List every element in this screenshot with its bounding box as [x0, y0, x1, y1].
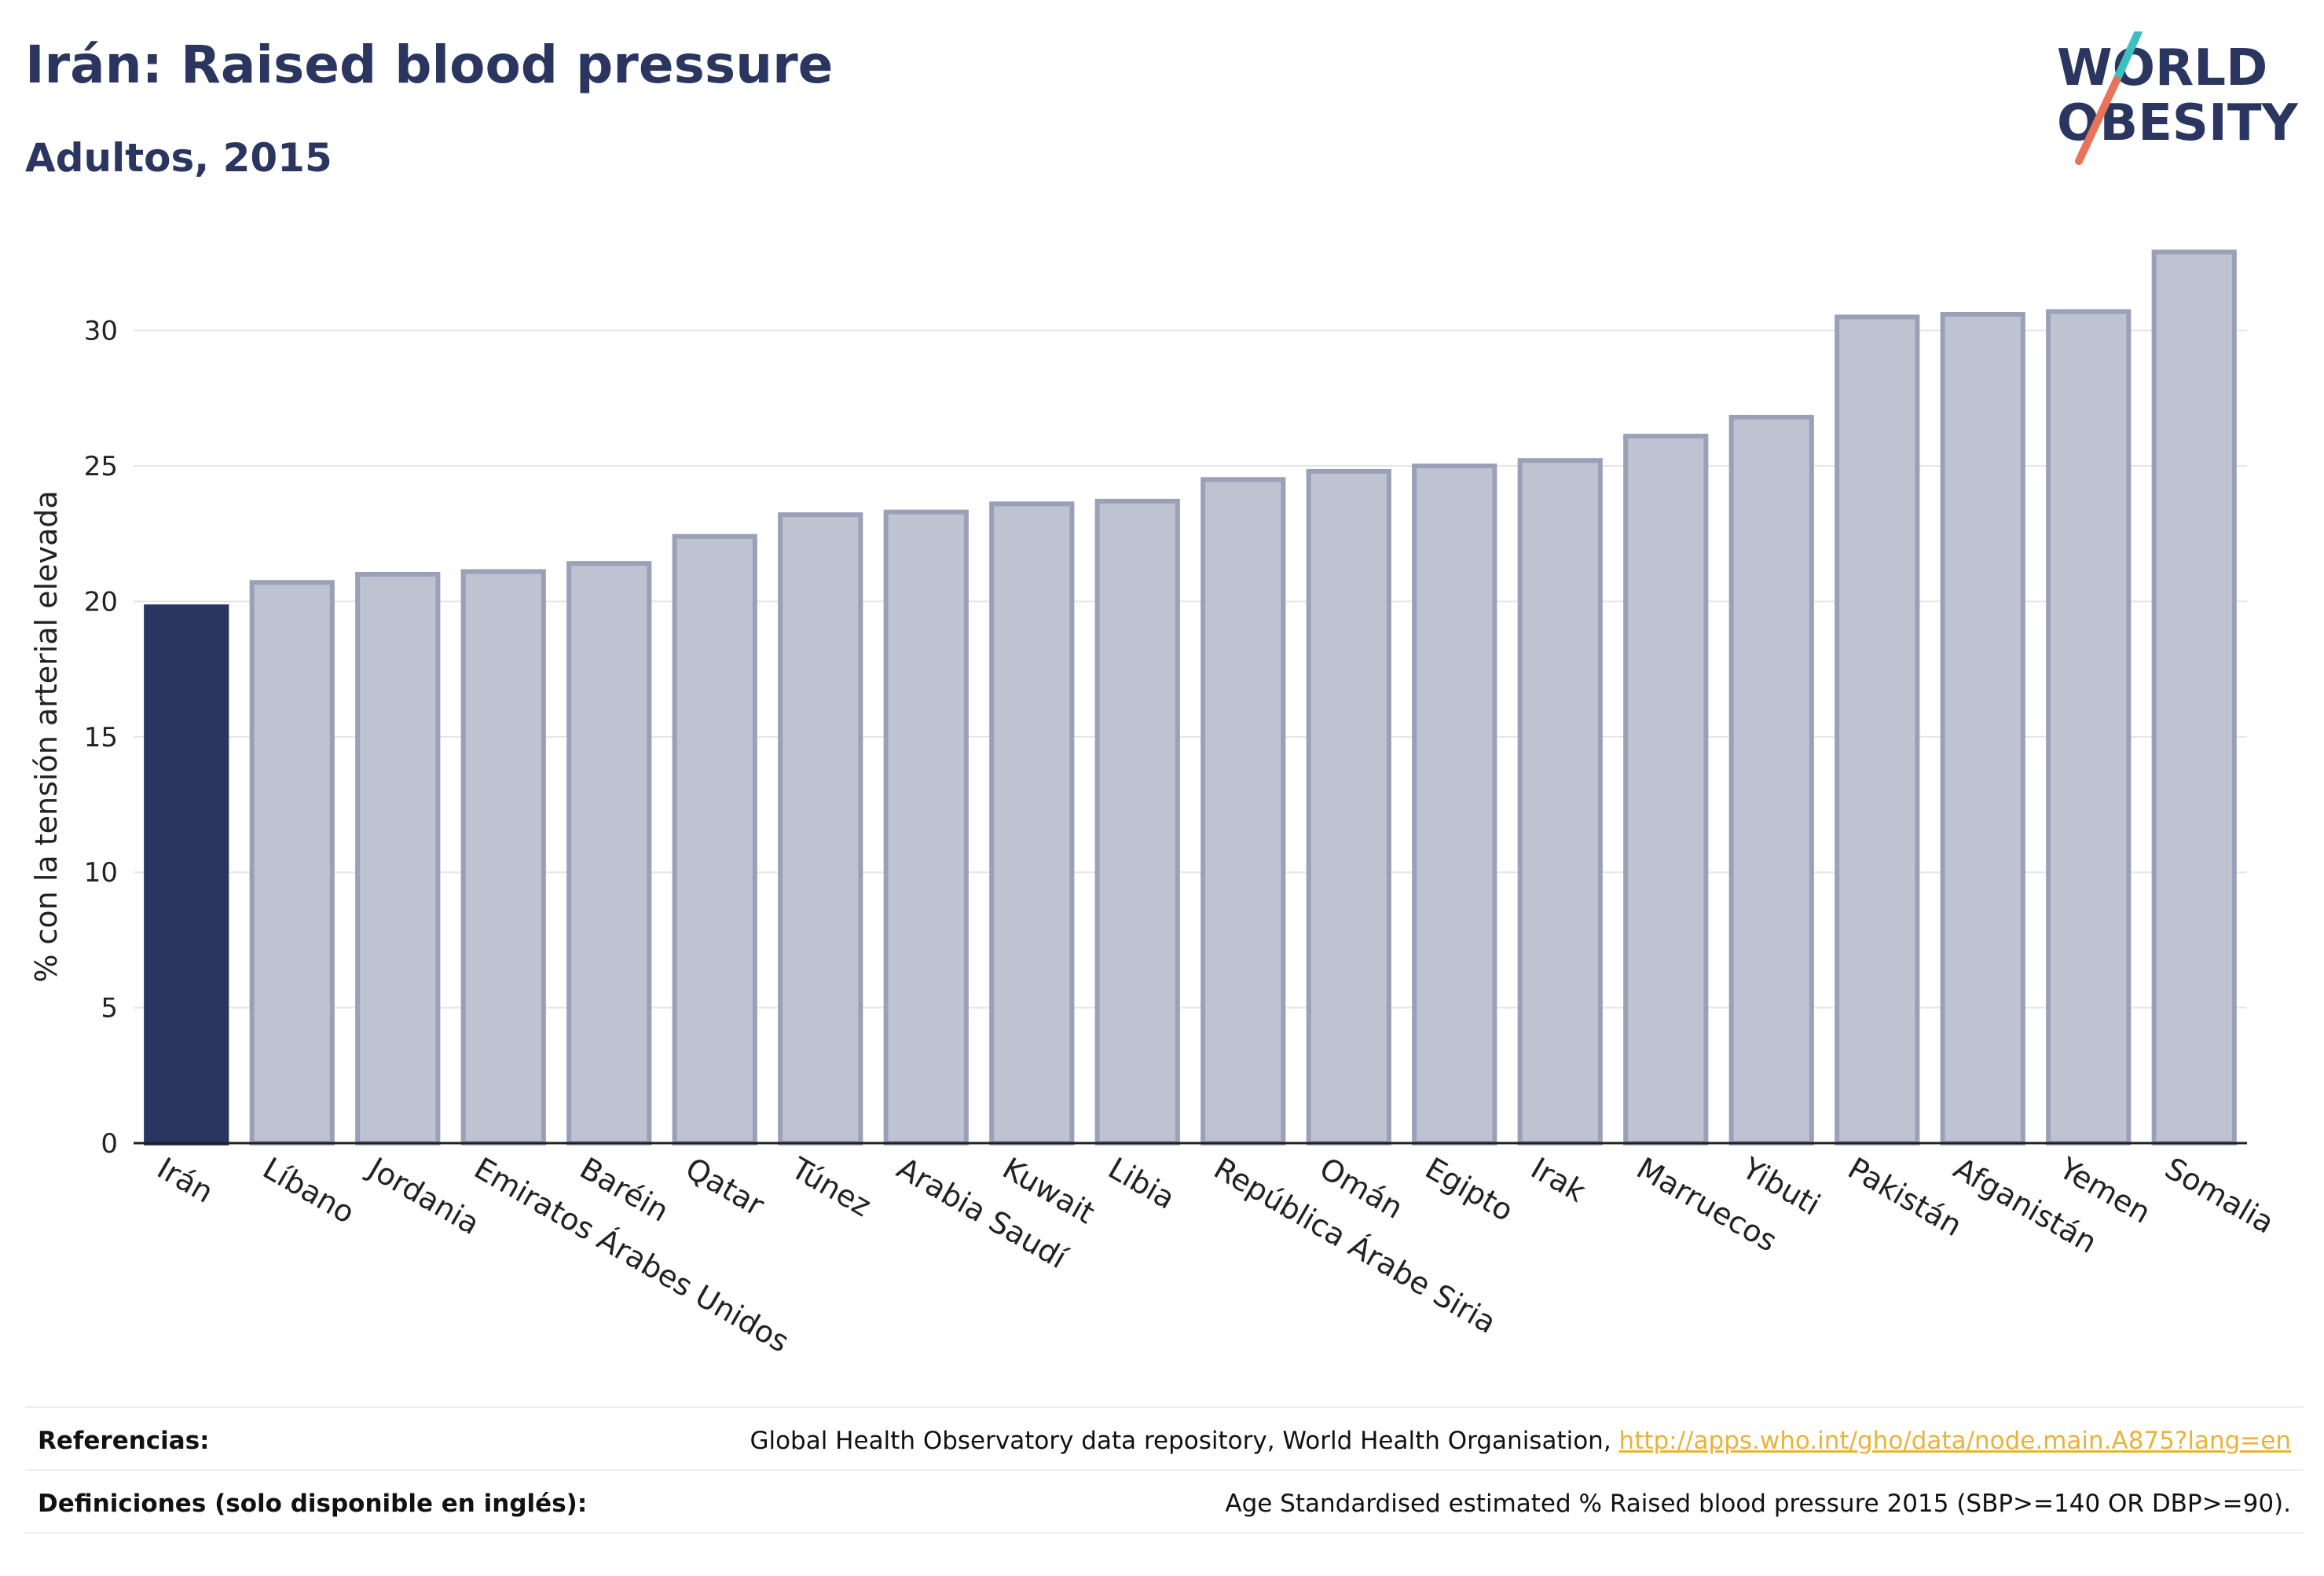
y-tick-label: 25: [84, 451, 118, 482]
y-tick-label: 10: [84, 857, 118, 889]
references-label: Referencias:: [38, 1427, 210, 1455]
references-link[interactable]: http://apps.who.int/gho/data/node.main.A…: [1618, 1427, 2291, 1455]
x-category-label: Irán: [152, 1151, 219, 1210]
bar-17: [1940, 311, 2025, 1145]
bar-8: [989, 501, 1075, 1145]
bar-6: [778, 512, 863, 1145]
references-row: Referencias: Global Health Observatory d…: [25, 1406, 2304, 1471]
bar-0: [144, 604, 229, 1145]
x-category-label: Irak: [1525, 1151, 1591, 1209]
x-category-label: Qatar: [680, 1151, 770, 1223]
y-tick-label: 5: [101, 993, 118, 1024]
logo-slash-top: [2113, 31, 2143, 84]
bar-9: [1094, 498, 1180, 1145]
definitions-row: Definiciones (solo disponible en inglés)…: [25, 1469, 2304, 1534]
world-obesity-logo: WORLD OBESITY: [2057, 31, 2298, 165]
chart-subtitle: Adultos, 2015: [25, 135, 332, 181]
bar-2: [355, 571, 441, 1145]
bar-10: [1200, 477, 1286, 1145]
bars: [144, 249, 2237, 1146]
y-tick-label: 15: [84, 722, 118, 753]
y-tick-label: 20: [84, 586, 118, 618]
x-category-label: Líbano: [257, 1151, 361, 1230]
definitions-label: Definiciones (solo disponible en inglés)…: [38, 1490, 588, 1518]
x-category-label: Egipto: [1420, 1151, 1519, 1229]
definitions-text: Age Standardised estimated % Raised bloo…: [1225, 1490, 2291, 1518]
bar-16: [1835, 314, 1920, 1145]
chart-title: Irán: Raised blood pressure: [25, 35, 834, 95]
bar-5: [672, 533, 757, 1145]
x-category-label: Jordania: [361, 1150, 486, 1241]
x-category-label: Pakistán: [1842, 1151, 1968, 1244]
bar-1: [249, 580, 335, 1145]
y-tick-label: 30: [84, 316, 118, 347]
bar-3: [460, 569, 546, 1145]
footer-divider: [25, 1532, 2304, 1534]
y-axis-ticks: 0 5 10 15 20 25 30: [84, 316, 118, 1160]
grid-lines: [134, 329, 2247, 1009]
y-axis-title: % con la tensión arterial elevada: [29, 490, 64, 982]
bar-4: [566, 561, 652, 1145]
references-text: Global Health Observatory data repositor…: [750, 1427, 1619, 1455]
bar-11: [1306, 468, 1391, 1145]
logo-slash-bottom: [2075, 76, 2121, 165]
bar-7: [883, 509, 969, 1145]
x-category-label: Túnez: [785, 1150, 877, 1223]
references-value: Global Health Observatory data repositor…: [750, 1427, 2291, 1455]
x-category-label: Somalia: [2159, 1151, 2280, 1241]
bar-15: [1728, 415, 1814, 1145]
bar-19: [2151, 249, 2237, 1146]
y-tick-label: 0: [101, 1128, 118, 1160]
bar-14: [1623, 434, 1709, 1145]
bar-12: [1412, 464, 1497, 1145]
x-category-label: Libia: [1102, 1151, 1181, 1216]
bar-13: [1517, 458, 1603, 1145]
logo-word-world: WORLD: [2057, 39, 2267, 97]
bar-18: [2046, 309, 2132, 1145]
